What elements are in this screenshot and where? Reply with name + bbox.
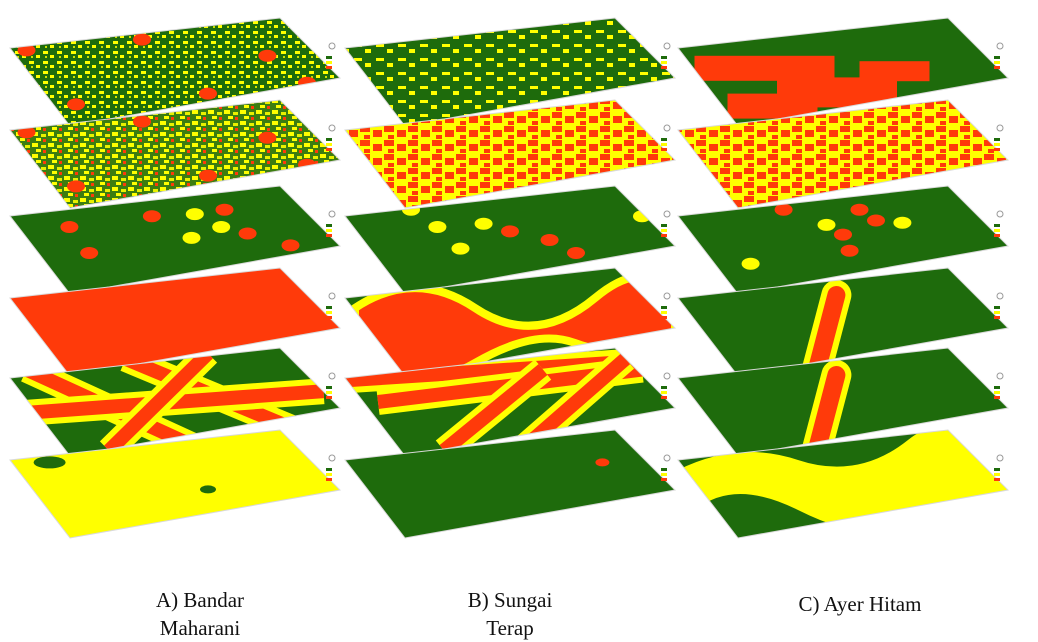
map-layer <box>344 99 677 209</box>
caption-line1: A) Bandar <box>155 588 245 612</box>
caption-sungai-terap: B) Sungai Terap <box>410 586 610 642</box>
caption-line1: C) Ayer Hitam <box>798 592 922 616</box>
caption-line2: Terap <box>486 616 534 640</box>
caption-ayer-hitam: C) Ayer Hitam <box>740 590 980 618</box>
caption-bandar-maharani: A) Bandar Maharani <box>100 586 300 642</box>
map-layer <box>9 99 342 209</box>
map-layer <box>677 99 1010 209</box>
map-layer <box>344 429 677 539</box>
map-layer <box>9 429 342 539</box>
caption-line2: Maharani <box>159 616 241 640</box>
caption-line1: B) Sungai <box>467 588 553 612</box>
